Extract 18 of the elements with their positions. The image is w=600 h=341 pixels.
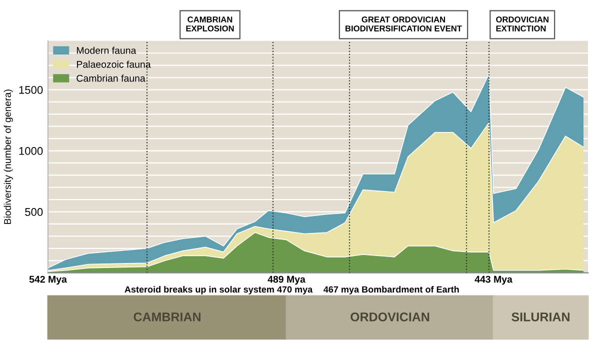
y-tick-label: 1500 [19, 86, 43, 94]
y-axis-title: Biodiversity (number of genera) [4, 90, 13, 224]
x-tick-label: 489 Mya [268, 276, 306, 285]
legend-label: Cambrian fauna [76, 74, 146, 82]
text: 467 mya Bombardment of Earth [324, 286, 459, 294]
legend-label: Palaeozoic fauna [76, 60, 151, 68]
text: CAMBRIAN [134, 312, 200, 322]
y-tick-label: 1000 [19, 147, 43, 155]
text: Asteroid breaks up in solar system 470 mya [124, 286, 313, 294]
x-tick-label: 542 Mya [29, 276, 67, 285]
text: CAMBRIAN EXPLOSION [186, 16, 234, 32]
text: ORDOVICIAN EXTINCTION [496, 16, 548, 32]
text: SILURIAN [512, 312, 570, 322]
x-tick-label: 443 Mya [474, 276, 512, 285]
text: GREAT ORDOVICIAN BIODIVERSIFICATION EVENT [346, 16, 462, 32]
legend-label: Modern fauna [76, 46, 136, 54]
y-tick-label: 500 [25, 208, 43, 216]
text: ORDOVICIAN [350, 312, 430, 322]
